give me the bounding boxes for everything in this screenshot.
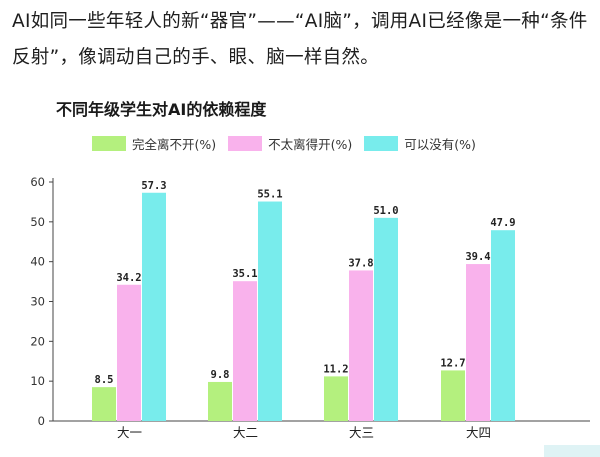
y-tick-label-1: 10	[30, 374, 45, 388]
data-label-0-1: 34.2	[116, 272, 141, 284]
x-category-label-3: 大四	[466, 425, 491, 440]
legend-label-0: 完全离不开(%)	[132, 137, 217, 152]
data-label-3-1: 39.4	[465, 251, 490, 263]
bar-3-0	[441, 370, 465, 421]
data-label-2-0: 11.2	[323, 363, 348, 375]
bar-1-1	[233, 281, 257, 421]
legend-item-0: 完全离不开(%)	[92, 134, 216, 153]
legend-label-1: 不太离得开(%)	[268, 137, 353, 152]
legend-label-2: 可以没有(%)	[404, 137, 476, 152]
bar-2-0	[324, 376, 348, 421]
intro-paragraph: AI如同一些年轻人的新“器官”——“AI脑”，调用AI已经像是一种“条件反射”，…	[12, 11, 588, 68]
data-label-3-2: 47.9	[490, 217, 515, 229]
data-label-1-1: 35.1	[232, 268, 257, 280]
legend-swatch-1	[228, 136, 263, 151]
legend-swatch-2	[364, 136, 399, 151]
data-label-3-0: 12.7	[440, 357, 465, 369]
data-label-2-1: 37.8	[348, 257, 373, 269]
y-tick-label-5: 50	[30, 215, 45, 229]
x-category-label-2: 大三	[349, 425, 374, 440]
data-label-1-2: 55.1	[257, 189, 282, 201]
y-tick-label-4: 40	[30, 255, 45, 269]
y-tick-label-3: 30	[30, 295, 45, 309]
y-tick-label-6: 60	[30, 175, 45, 189]
chart-title: 不同年级学生对AI的依赖程度	[56, 100, 267, 119]
data-label-0-0: 8.5	[95, 374, 114, 386]
y-tick-label-0: 0	[38, 414, 45, 428]
x-category-label-1: 大二	[233, 425, 258, 440]
data-label-2-2: 51.0	[373, 205, 398, 217]
bar-2-2	[374, 217, 398, 421]
data-label-0-2: 57.3	[141, 180, 166, 192]
corner-decoration	[544, 445, 600, 457]
legend-swatch-0	[92, 136, 126, 151]
chart-legend: 完全离不开(%) 不太离得开(%) 可以没有(%)	[92, 134, 488, 153]
bar-1-0	[208, 381, 232, 421]
bar-0-2	[142, 192, 166, 421]
bar-2-1	[349, 270, 373, 421]
x-category-label-0: 大一	[117, 425, 142, 440]
bar-0-1	[117, 284, 141, 421]
bar-0-0	[92, 387, 116, 421]
legend-item-2: 可以没有(%)	[364, 134, 476, 153]
bar-3-2	[491, 230, 515, 421]
bar-1-2	[258, 201, 282, 421]
legend-item-1: 不太离得开(%)	[228, 134, 352, 153]
data-label-1-0: 9.8	[211, 369, 230, 381]
bar-3-1	[466, 264, 490, 421]
y-tick-label-2: 20	[30, 334, 45, 348]
